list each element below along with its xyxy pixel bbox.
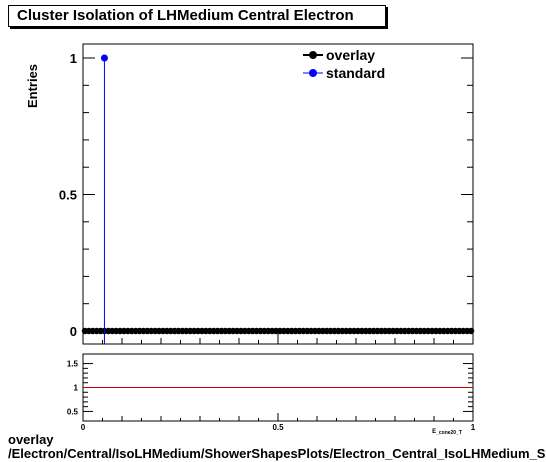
ratio-y-tick-label: 1: [74, 384, 79, 393]
footer-path: /Electron/Central/IsoLHMedium/ShowerShap…: [8, 446, 546, 461]
y-tick-label: 1: [70, 51, 77, 66]
series-overlay: [81, 327, 475, 335]
overlay-point: [467, 327, 475, 335]
y-tick-label: 0.5: [59, 188, 77, 203]
legend-overlay-label: overlay: [326, 47, 375, 63]
x-axis-label-sub: _cone20_T: [435, 430, 462, 436]
legend-standard-label: standard: [326, 65, 385, 81]
standard-point: [100, 54, 108, 62]
y-tick-label: 0: [70, 324, 77, 339]
x-tick-label: 1: [471, 423, 476, 432]
footer-overlay-label: overlay: [8, 432, 54, 447]
x-tick-label: 0: [81, 423, 86, 432]
main-x-axis: [82, 334, 474, 344]
ratio-y-tick-label: 1.5: [67, 360, 79, 369]
chart-title-box: Cluster Isolation of LHMedium Central El…: [8, 5, 386, 27]
y-axis-label: Entries: [25, 64, 40, 108]
main-y-axis: 00.51: [59, 51, 473, 339]
x-axis-label-prefix: E: [432, 429, 436, 435]
legend: overlay standard: [303, 47, 385, 81]
main-plot-frame: [82, 43, 474, 345]
series-standard: [100, 54, 108, 344]
ratio-y-tick-label: 0.5: [67, 407, 79, 416]
legend-overlay-marker: [309, 51, 317, 59]
chart-title: Cluster Isolation of LHMedium Central El…: [17, 7, 354, 24]
legend-standard-marker: [309, 69, 317, 77]
x-tick-label: 0.5: [272, 423, 284, 432]
x-axis-label: E_cone20_T: [432, 429, 462, 436]
ratio-x-axis: 0 0.5 1: [81, 413, 476, 432]
